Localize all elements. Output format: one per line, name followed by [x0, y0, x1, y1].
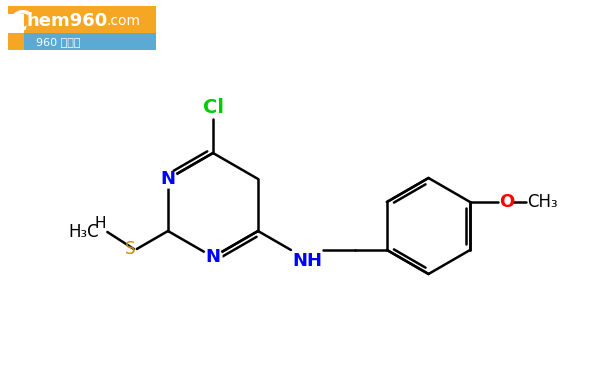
Bar: [24, 33, 156, 50]
Bar: [8, 14, 24, 33]
Text: Cl: Cl: [203, 98, 223, 117]
Text: 960 化工网: 960 化工网: [36, 37, 80, 47]
Text: NH: NH: [292, 252, 322, 270]
Bar: [8, 6, 156, 50]
Text: S: S: [125, 240, 136, 258]
Text: O: O: [499, 193, 514, 211]
Text: C: C: [9, 9, 30, 37]
Text: .com: .com: [107, 14, 141, 28]
Text: hem960: hem960: [26, 12, 107, 30]
Circle shape: [159, 170, 177, 188]
Text: H: H: [95, 216, 106, 231]
Text: N: N: [206, 248, 220, 266]
Circle shape: [204, 248, 222, 266]
Text: N: N: [160, 170, 175, 188]
Text: CH₃: CH₃: [527, 193, 558, 211]
Text: H₃C: H₃C: [69, 223, 99, 241]
